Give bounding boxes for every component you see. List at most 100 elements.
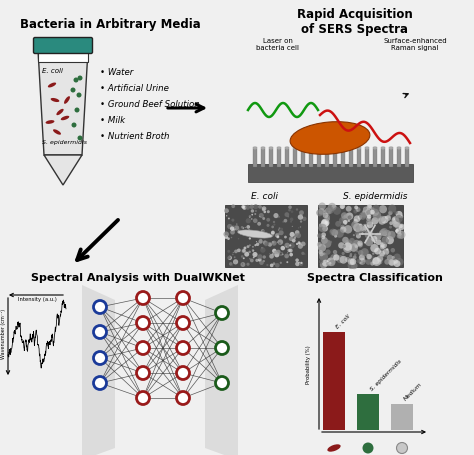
Circle shape <box>358 250 364 255</box>
Circle shape <box>319 252 324 256</box>
Circle shape <box>386 236 394 244</box>
Circle shape <box>388 259 395 266</box>
Circle shape <box>368 211 371 214</box>
Circle shape <box>277 242 278 243</box>
Circle shape <box>365 259 371 265</box>
Circle shape <box>324 221 328 224</box>
Text: S. epidermidis: S. epidermidis <box>42 140 87 145</box>
Circle shape <box>253 257 255 258</box>
Circle shape <box>278 216 280 218</box>
Circle shape <box>78 76 82 81</box>
Circle shape <box>370 261 374 266</box>
Circle shape <box>357 241 363 246</box>
Circle shape <box>323 227 326 229</box>
Circle shape <box>271 226 274 228</box>
Circle shape <box>388 211 392 215</box>
Circle shape <box>372 257 381 266</box>
Circle shape <box>256 243 259 246</box>
Circle shape <box>395 229 399 233</box>
Text: • Nutrient Broth: • Nutrient Broth <box>100 132 170 141</box>
Circle shape <box>137 391 149 404</box>
Circle shape <box>346 206 352 212</box>
Circle shape <box>379 250 385 257</box>
Circle shape <box>359 223 363 227</box>
Circle shape <box>302 217 303 218</box>
Circle shape <box>387 255 393 261</box>
Polygon shape <box>205 285 238 455</box>
Bar <box>341 147 345 167</box>
Circle shape <box>329 229 333 233</box>
Circle shape <box>251 209 254 212</box>
Circle shape <box>231 204 235 208</box>
Circle shape <box>387 214 391 218</box>
Circle shape <box>379 205 387 213</box>
Circle shape <box>319 250 323 254</box>
Text: E. coli: E. coli <box>42 68 63 74</box>
Ellipse shape <box>373 147 377 150</box>
Circle shape <box>237 249 239 252</box>
Circle shape <box>379 216 385 222</box>
Circle shape <box>259 216 260 217</box>
Text: Intensity (a.u.): Intensity (a.u.) <box>18 297 56 302</box>
Circle shape <box>93 300 107 313</box>
Circle shape <box>346 212 353 220</box>
Circle shape <box>396 258 403 266</box>
Circle shape <box>249 217 250 218</box>
Circle shape <box>400 215 403 218</box>
Circle shape <box>290 217 293 221</box>
Circle shape <box>273 250 278 254</box>
Circle shape <box>319 211 323 215</box>
Circle shape <box>269 254 274 258</box>
Text: S. epidermidis: S. epidermidis <box>369 359 402 392</box>
Circle shape <box>330 254 337 261</box>
Circle shape <box>397 231 406 239</box>
Ellipse shape <box>56 109 64 115</box>
Circle shape <box>377 255 383 262</box>
Circle shape <box>344 225 352 233</box>
Circle shape <box>319 259 323 264</box>
Circle shape <box>331 258 334 261</box>
Ellipse shape <box>317 147 321 150</box>
Circle shape <box>359 262 362 264</box>
Circle shape <box>245 227 246 228</box>
Ellipse shape <box>46 120 55 124</box>
Circle shape <box>298 262 301 265</box>
Circle shape <box>361 224 369 232</box>
Circle shape <box>224 208 229 213</box>
Circle shape <box>367 255 374 262</box>
Circle shape <box>275 234 279 238</box>
Circle shape <box>356 233 361 238</box>
Circle shape <box>317 242 322 247</box>
Circle shape <box>252 249 253 251</box>
Circle shape <box>289 244 292 246</box>
Circle shape <box>228 256 232 260</box>
Ellipse shape <box>290 121 370 154</box>
Bar <box>285 147 289 167</box>
Circle shape <box>395 215 403 222</box>
Circle shape <box>248 251 251 253</box>
Circle shape <box>328 262 331 265</box>
Circle shape <box>355 232 359 235</box>
Circle shape <box>242 205 246 210</box>
Circle shape <box>268 243 272 247</box>
Circle shape <box>231 265 233 267</box>
Circle shape <box>325 207 332 214</box>
Circle shape <box>288 209 291 212</box>
Circle shape <box>292 238 293 240</box>
Circle shape <box>294 233 298 237</box>
Circle shape <box>358 215 362 220</box>
Circle shape <box>244 230 247 234</box>
Bar <box>357 147 361 167</box>
Bar <box>261 147 265 167</box>
Circle shape <box>263 240 267 245</box>
Ellipse shape <box>64 96 70 104</box>
Circle shape <box>359 254 365 260</box>
Circle shape <box>386 248 389 251</box>
Circle shape <box>372 205 380 213</box>
Circle shape <box>368 204 372 208</box>
Circle shape <box>278 239 283 245</box>
Circle shape <box>255 258 259 262</box>
Text: Surface-enhanced
Raman signal: Surface-enhanced Raman signal <box>383 38 447 51</box>
Circle shape <box>354 206 358 209</box>
Circle shape <box>334 253 337 257</box>
